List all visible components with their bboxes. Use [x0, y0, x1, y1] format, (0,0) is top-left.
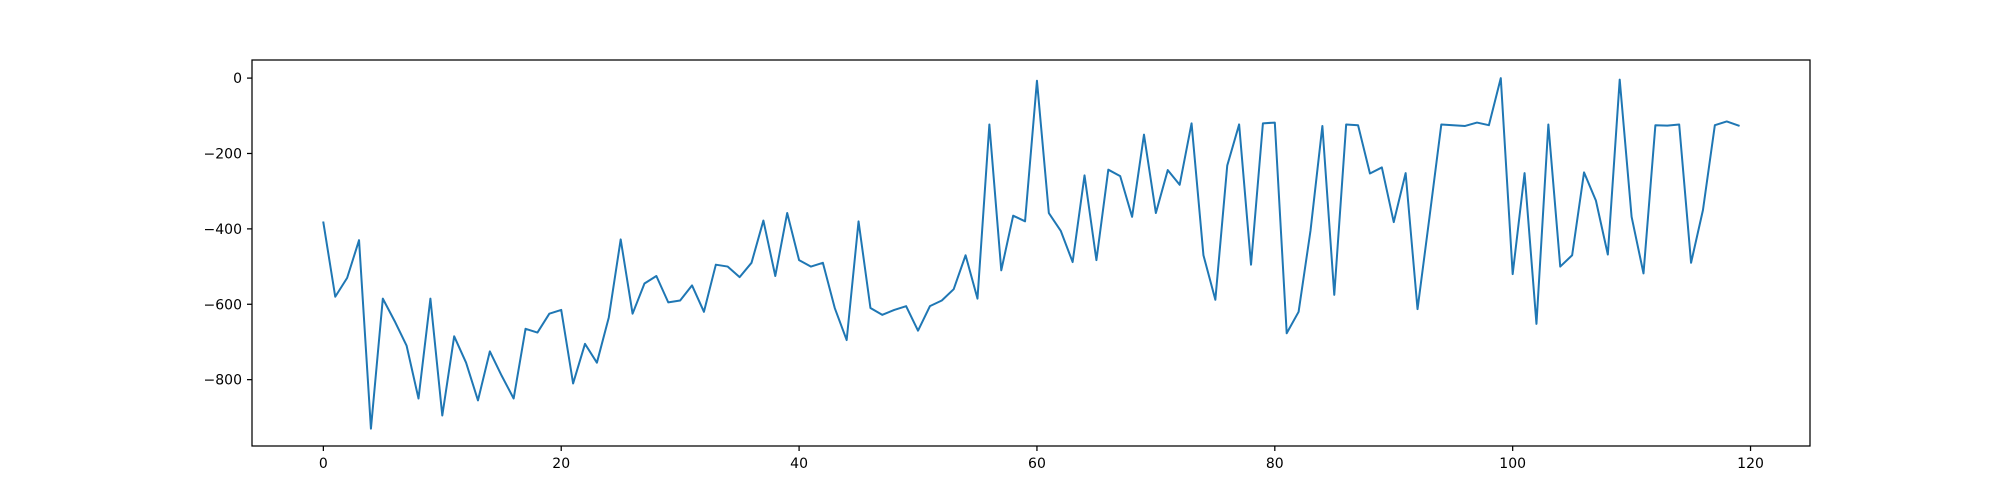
y-tick-label: −200 [204, 146, 242, 162]
y-tick-label: −400 [204, 222, 242, 238]
x-tick-label: 60 [1028, 456, 1046, 472]
x-tick-label: 100 [1499, 456, 1526, 472]
x-tick-label: 20 [552, 456, 570, 472]
x-tick-label: 0 [319, 456, 328, 472]
series-line-0 [322, 77, 1740, 430]
y-tick-label: −800 [204, 373, 242, 389]
x-tick-label: 40 [790, 456, 808, 472]
plot-area [322, 77, 1740, 430]
axes-frame [251, 59, 1811, 447]
y-tick-label: 0 [233, 71, 242, 87]
y-tick-label: −600 [204, 297, 242, 313]
axes: 0 20 40 60 80 100 120 0 −200 −400 −600 −800 [204, 59, 1811, 472]
x-tick-label: 80 [1266, 456, 1284, 472]
x-tick-label: 120 [1737, 456, 1764, 472]
